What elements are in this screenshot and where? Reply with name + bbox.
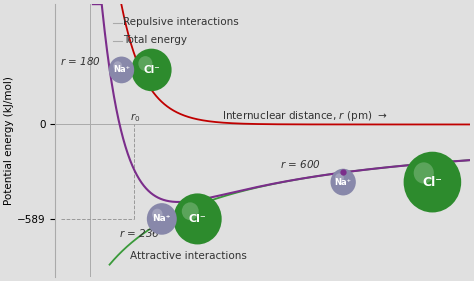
Text: Na⁺: Na⁺	[113, 65, 130, 74]
Ellipse shape	[414, 162, 434, 183]
Text: Attractive interactions: Attractive interactions	[130, 251, 247, 261]
Text: $r$ = 180: $r$ = 180	[60, 55, 101, 67]
Ellipse shape	[404, 152, 461, 212]
Y-axis label: Potential energy (kJ/mol): Potential energy (kJ/mol)	[4, 76, 14, 205]
Text: Internuclear distance, $r$ (pm)  →: Internuclear distance, $r$ (pm) →	[222, 109, 388, 123]
Text: $r$ = 236: $r$ = 236	[118, 227, 160, 239]
Text: Na⁺: Na⁺	[153, 214, 171, 223]
Text: Total energy: Total energy	[123, 35, 187, 45]
Text: $r$ = 600: $r$ = 600	[280, 158, 321, 170]
Text: Cl⁻: Cl⁻	[143, 65, 160, 75]
Text: $r_0$: $r_0$	[130, 112, 140, 124]
Text: Repulsive interactions: Repulsive interactions	[123, 17, 239, 27]
Ellipse shape	[131, 49, 172, 91]
Ellipse shape	[138, 56, 153, 71]
Ellipse shape	[109, 56, 134, 83]
Ellipse shape	[113, 61, 122, 71]
Ellipse shape	[152, 209, 163, 220]
Ellipse shape	[335, 173, 344, 183]
Text: Na⁺: Na⁺	[335, 178, 352, 187]
Ellipse shape	[147, 203, 177, 235]
Ellipse shape	[173, 193, 222, 244]
Ellipse shape	[182, 202, 199, 220]
Text: Cl⁻: Cl⁻	[189, 214, 206, 224]
Ellipse shape	[330, 169, 356, 196]
Text: Cl⁻: Cl⁻	[422, 176, 442, 189]
